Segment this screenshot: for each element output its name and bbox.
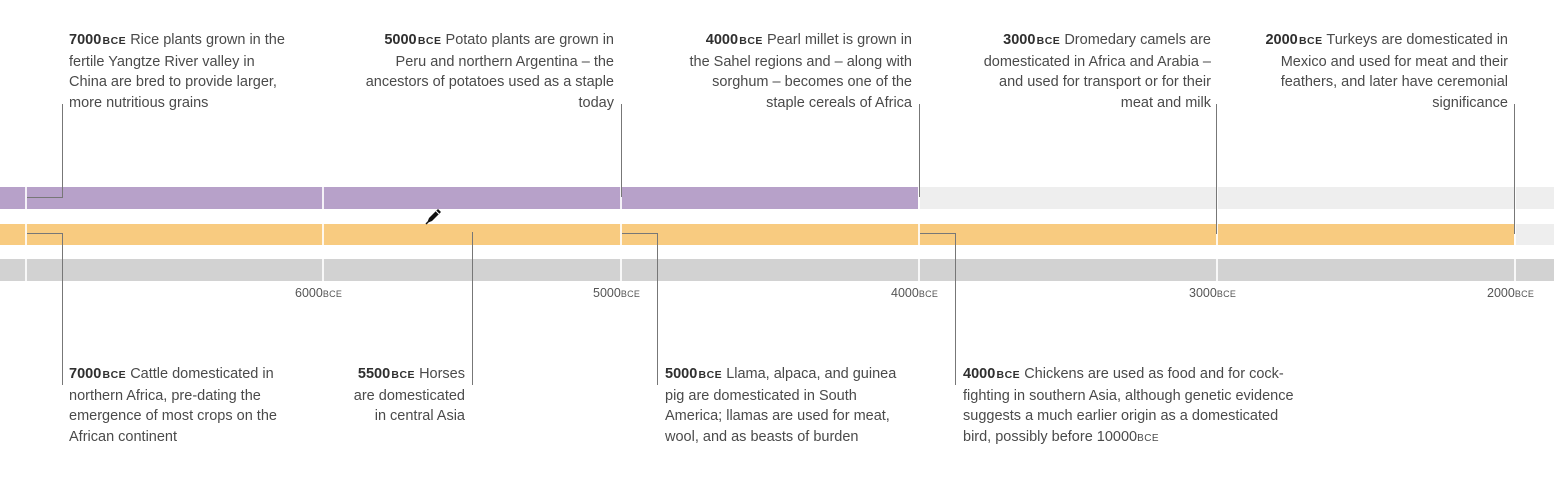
leader-line — [622, 233, 658, 234]
crops-band-fill — [0, 187, 918, 209]
leader-line — [27, 197, 63, 198]
event-rice-7000: 7000 BCE Rice plants grown in the fertil… — [69, 32, 285, 111]
event-horses-5500: 5500 BCE Horses are domesticated in cent… — [353, 366, 465, 424]
leader-line — [920, 233, 956, 234]
leader-line — [1514, 104, 1515, 234]
event-turkeys-2000: 2000 BCE Turkeys are domesticated in Mex… — [1265, 32, 1508, 111]
axis-tick-5000: 5000BCE — [593, 286, 641, 300]
animals-band — [0, 224, 1554, 245]
leader-line — [62, 233, 63, 385]
axis-tick-3000: 3000BCE — [1189, 286, 1237, 300]
timeline-divider — [1216, 187, 1218, 281]
pen-cursor-icon[interactable] — [423, 205, 445, 227]
leader-line — [955, 233, 956, 385]
timeline-divider — [620, 187, 622, 281]
event-potato-5000: 5000 BCE Potato plants are grown in Peru… — [365, 32, 614, 111]
leader-line — [27, 233, 63, 234]
event-cattle-7000: 7000 BCE Cattle domesticated in northern… — [69, 366, 277, 445]
animals-band-fill — [0, 224, 1514, 245]
axis-tick-4000: 4000BCE — [891, 286, 939, 300]
axis-tick-6000: 6000BCE — [295, 286, 343, 300]
event-chickens-4000: 4000 BCE Chickens are used as food and f… — [963, 366, 1294, 445]
leader-line — [62, 104, 63, 197]
timeline-divider — [25, 187, 27, 281]
timeline-divider — [918, 187, 920, 281]
timeline-divider — [322, 187, 324, 281]
event-camels-3000: 3000 BCE Dromedary camels are domesticat… — [983, 32, 1211, 111]
leader-line — [472, 232, 473, 385]
axis-band — [0, 259, 1554, 281]
axis-tick-2000: 2000BCE — [1487, 286, 1535, 300]
timeline-divider — [1514, 187, 1516, 281]
leader-line — [657, 233, 658, 385]
leader-line — [919, 104, 920, 197]
leader-line — [621, 104, 622, 197]
leader-line — [1216, 104, 1217, 234]
event-millet-4000: 4000 BCE Pearl millet is grown in the Sa… — [689, 32, 913, 111]
crops-band — [0, 187, 1554, 209]
event-llama-5000: 5000 BCE Llama, alpaca, and guinea pig a… — [665, 366, 897, 445]
